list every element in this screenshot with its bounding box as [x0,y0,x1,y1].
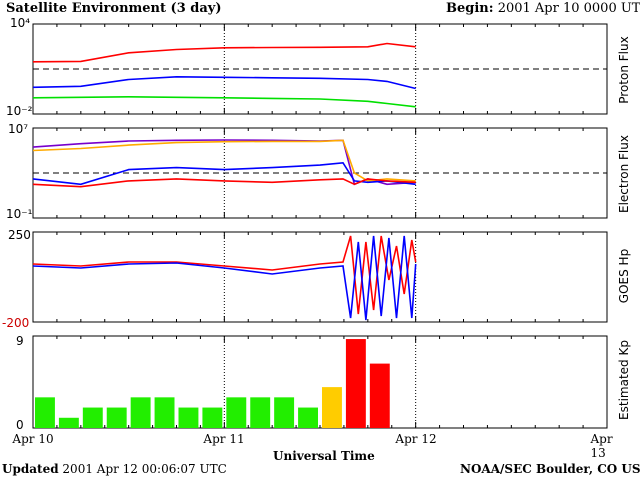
kp-bar [58,417,79,428]
begin-label: Begin: [446,1,494,16]
goes-hp-title: GOES Hp [617,248,631,304]
updated-value: 2001 Apr 12 00:06:07 UTC [62,462,227,476]
updated-time: Updated 2001 Apr 12 00:06:07 UTC [2,462,227,476]
x-tick-apr12: Apr 12 [395,432,437,446]
kp-bar [250,397,271,428]
kp-bar [369,363,390,428]
hp-ymax: 250 [8,228,31,242]
proton-series-1-line [32,75,416,90]
electron-series-1-line [32,139,416,182]
kp-ymin: 0 [16,418,24,432]
proton-series-0-line [32,42,416,63]
begin-time: Begin: 2001 Apr 10 0000 UTC [446,1,640,16]
kp-bar [298,407,318,428]
credit-line: NOAA/SEC Boulder, CO USA [460,462,640,476]
x-axis-label: Universal Time [273,449,375,463]
chart-title: Satellite Environment (3 day) [6,1,222,16]
proton-frame [32,23,608,115]
hp-series-1-line [32,235,417,321]
kp-bar [154,397,175,428]
updated-label: Updated [2,462,59,476]
kp-bar [274,397,295,428]
x-tick-apr13: Apr 13 [590,432,613,460]
kp-bar [345,339,366,428]
kp-bar [106,407,127,428]
x-tick-apr10: Apr 10 [12,432,54,446]
kp-ymax: 9 [16,334,24,348]
proton-ymax: 10⁴ [10,16,31,30]
kp-bar [202,407,223,428]
proton-ymin: 10⁻² [6,104,33,118]
proton-flux-title: Proton Flux [617,36,631,104]
electron-series-3-line [32,178,416,188]
hp-ymin: -200 [2,316,30,330]
kp-bar [226,397,247,428]
kp-bar [130,397,151,428]
kp-bar [178,407,199,428]
proton-series-2-line [32,95,416,108]
begin-value: 2001 Apr 10 0000 UTC [497,1,640,16]
kp-bar [82,407,103,428]
estimated-kp-title: Estimated Kp [617,340,631,420]
electron-series-2-line [32,161,416,186]
x-tick-apr11: Apr 11 [203,432,245,446]
hp-frame [32,231,608,323]
kp-bar [35,397,55,428]
electron-ymin: 10⁻¹ [6,207,33,221]
kp-bar [322,387,342,428]
electron-ymax: 10⁷ [8,122,29,136]
